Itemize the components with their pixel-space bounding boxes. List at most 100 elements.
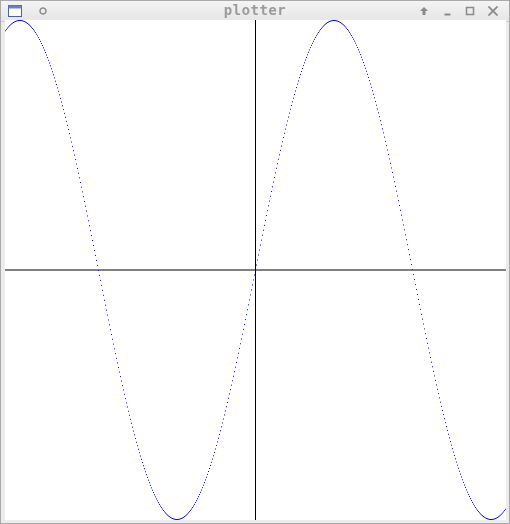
window-menu-icon[interactable] bbox=[8, 4, 22, 18]
curve-point bbox=[315, 36, 316, 38]
curve-point bbox=[435, 379, 436, 381]
curve-point bbox=[50, 65, 51, 67]
maximize-icon[interactable] bbox=[463, 4, 477, 18]
curve-point bbox=[358, 49, 359, 51]
curve-point bbox=[465, 486, 466, 488]
curve-point bbox=[361, 56, 362, 58]
curve-point bbox=[492, 518, 493, 520]
curve-point bbox=[23, 20, 24, 22]
curve-point bbox=[405, 234, 406, 236]
curve-point bbox=[171, 517, 172, 519]
minimize-icon[interactable] bbox=[441, 4, 455, 18]
curve-point bbox=[53, 74, 54, 76]
curve-point bbox=[426, 338, 427, 340]
close-icon[interactable] bbox=[486, 4, 500, 18]
curve-point bbox=[445, 422, 446, 424]
curve-point bbox=[392, 171, 393, 173]
curve-point bbox=[159, 503, 160, 505]
curve-point bbox=[51, 68, 52, 70]
curve-point bbox=[464, 484, 465, 486]
curve-point bbox=[11, 23, 12, 25]
curve-point bbox=[360, 54, 361, 56]
curve-point bbox=[322, 26, 323, 28]
curve-point bbox=[357, 46, 358, 48]
curve-point bbox=[320, 29, 321, 31]
curve-point bbox=[350, 33, 351, 35]
curve-point bbox=[301, 71, 302, 72]
curve-point bbox=[499, 515, 500, 517]
curve-point bbox=[243, 328, 244, 330]
curve-point bbox=[378, 112, 379, 114]
curve-point bbox=[152, 489, 153, 491]
curve-point bbox=[138, 448, 139, 450]
curve-point bbox=[450, 441, 451, 443]
curve-point bbox=[488, 518, 489, 520]
curve-point bbox=[486, 517, 487, 519]
curve-point bbox=[349, 31, 350, 33]
curve-point bbox=[344, 25, 345, 27]
curve-point bbox=[207, 473, 208, 475]
curve-point bbox=[391, 167, 392, 169]
curve-point bbox=[239, 347, 240, 349]
plot-canvas[interactable] bbox=[5, 20, 506, 520]
curve-point bbox=[272, 186, 273, 188]
curve-point bbox=[283, 136, 284, 138]
curve-point bbox=[169, 516, 170, 518]
curve-point bbox=[439, 397, 440, 399]
curve-point bbox=[498, 516, 499, 518]
curve-point bbox=[496, 517, 497, 519]
curve-point bbox=[310, 47, 311, 49]
curve-point bbox=[128, 410, 129, 412]
curve-point bbox=[114, 348, 115, 350]
curve-point bbox=[62, 105, 63, 107]
curve-point bbox=[411, 264, 412, 266]
curve-point bbox=[198, 496, 199, 498]
curve-point bbox=[190, 509, 191, 511]
curve-point bbox=[143, 465, 144, 467]
raise-icon[interactable] bbox=[417, 4, 431, 18]
curve-point bbox=[444, 418, 445, 420]
curve-point bbox=[88, 220, 89, 222]
curve-point bbox=[461, 476, 462, 478]
curve-point bbox=[400, 209, 401, 211]
curve-point bbox=[384, 136, 385, 138]
curve-point bbox=[430, 357, 431, 359]
curve-point bbox=[29, 24, 30, 26]
curve-point bbox=[266, 215, 267, 217]
curve-point bbox=[425, 333, 426, 335]
curve-point bbox=[471, 500, 472, 502]
curve-point bbox=[234, 371, 235, 373]
curve-point bbox=[200, 491, 201, 493]
curve-point bbox=[500, 514, 501, 516]
curve-point bbox=[235, 366, 236, 368]
curve-point bbox=[36, 33, 37, 35]
curve-point bbox=[269, 200, 270, 202]
curve-point bbox=[193, 505, 194, 507]
curve-point bbox=[472, 501, 473, 503]
pin-icon[interactable] bbox=[36, 4, 50, 18]
curve-point bbox=[227, 402, 228, 404]
curve-point bbox=[474, 505, 475, 507]
curve-point bbox=[161, 507, 162, 509]
curve-point bbox=[482, 515, 483, 517]
curve-point bbox=[67, 124, 68, 126]
curve-point bbox=[311, 44, 312, 46]
curve-point bbox=[292, 101, 293, 103]
curve-point bbox=[41, 42, 42, 44]
curve-point bbox=[449, 437, 450, 439]
curve-point bbox=[16, 20, 17, 22]
curve-point bbox=[367, 73, 368, 75]
curve-point bbox=[398, 200, 399, 202]
curve-point bbox=[419, 303, 420, 305]
curve-point bbox=[370, 83, 371, 85]
curve-point bbox=[376, 104, 377, 106]
curve-point bbox=[196, 500, 197, 502]
curve-point bbox=[254, 274, 255, 276]
curve-point bbox=[339, 21, 340, 23]
curve-point bbox=[123, 389, 124, 391]
title-bar[interactable]: plotter bbox=[1, 1, 509, 22]
curve-point bbox=[107, 314, 108, 316]
curve-point bbox=[307, 54, 308, 56]
curve-point bbox=[270, 195, 271, 197]
curve-point bbox=[47, 57, 48, 59]
